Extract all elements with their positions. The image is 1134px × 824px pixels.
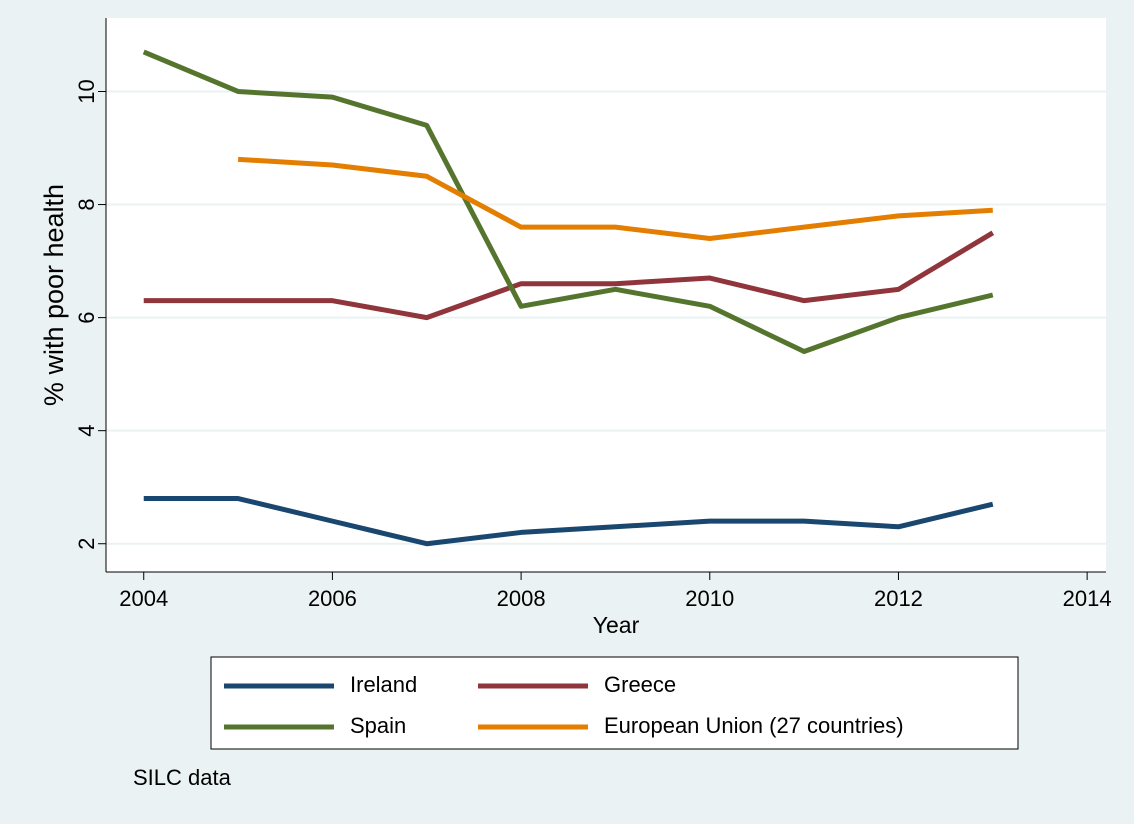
series-line xyxy=(143,496,994,547)
plot-area xyxy=(106,18,1106,572)
x-tick-label: 2014 xyxy=(1063,586,1112,611)
series-line xyxy=(142,49,994,355)
legend xyxy=(210,656,1019,750)
y-tick-label: 2 xyxy=(74,538,99,550)
y-tick-label: 6 xyxy=(74,311,99,323)
legend-label: European Union (27 countries) xyxy=(604,713,904,738)
x-tick-label: 2012 xyxy=(874,586,923,611)
y-tick-label: 8 xyxy=(74,198,99,210)
note: SILC data xyxy=(133,765,232,790)
legend-label: Greece xyxy=(604,672,676,697)
y-tick-label: 4 xyxy=(74,425,99,437)
series-line xyxy=(143,230,995,321)
x-tick-label: 2004 xyxy=(119,586,168,611)
x-axis-title: Year xyxy=(593,612,640,638)
y-axis-title: % with poor health xyxy=(39,184,69,406)
series-line xyxy=(237,156,993,241)
y-tick-label: 10 xyxy=(74,79,99,103)
x-tick-label: 2008 xyxy=(497,586,546,611)
x-tick-label: 2006 xyxy=(308,586,357,611)
x-tick-label: 2010 xyxy=(685,586,734,611)
legend-label: Spain xyxy=(350,713,406,738)
legend-label: Ireland xyxy=(350,672,417,697)
